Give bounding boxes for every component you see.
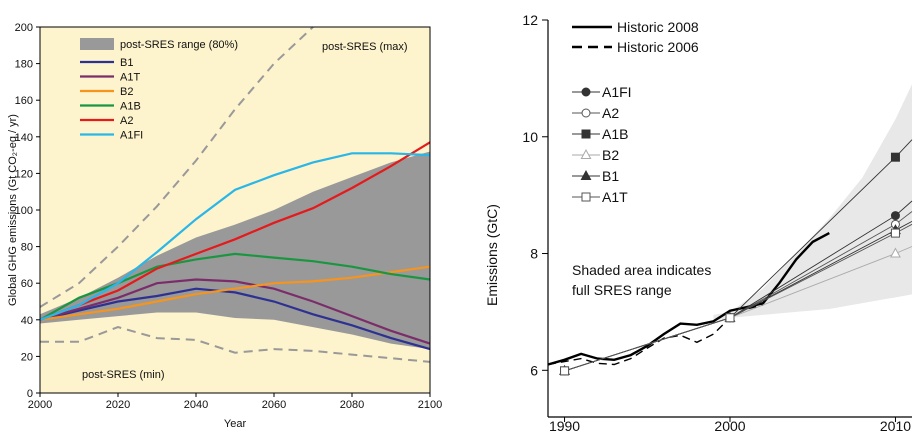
right-chart: 1990 2000 2010 6 8 10 12 Emissions (GtC) Shad… (484, 12, 913, 432)
y-tick-label: 160 (15, 95, 33, 107)
legend-label-b2: B2 (120, 86, 133, 98)
left-chart: 2000 2020 2040 2060 2080 2100 020406080100120… (7, 22, 442, 430)
series-line-a1b (39, 252, 431, 321)
legend-label-a1b: A1B (602, 126, 628, 142)
x-tick-label: 2020 (106, 399, 130, 411)
y-tick-label: 60 (21, 278, 33, 290)
legend-marker-a2 (581, 108, 591, 118)
shaded-area-note-line2: full SRES range (572, 282, 672, 298)
marker-a1b-2010 (890, 152, 900, 162)
legend-marker-b1 (580, 169, 592, 180)
series-line-b1 (39, 287, 431, 351)
legend-label-historic-2006: Historic 2006 (617, 39, 699, 55)
marker-b2-2010 (890, 247, 901, 258)
y-tick-label: 100 (15, 205, 33, 217)
y-tick-label: 6 (530, 362, 538, 378)
right-y-axis-label: Emissions (GtC) (484, 204, 500, 306)
legend-label-a1fi: A1FI (120, 130, 143, 142)
series-line-historic-2008 (547, 232, 830, 366)
series-line-post-sres-min (40, 326, 431, 363)
series-line-post-sres-max (39, 26, 314, 308)
annotation-post-sres-min: post-SRES (min) (82, 369, 165, 381)
y-tick-label: 40 (21, 315, 33, 327)
legend-label-b1: B1 (120, 57, 133, 69)
series-line-a1t (564, 223, 913, 372)
series-line-a1fi (39, 152, 431, 321)
legend-label-a1b: A1B (120, 101, 141, 113)
marker-a1t-2000 (725, 313, 735, 323)
y-tick-label: 140 (15, 132, 33, 144)
marker-a1t-2010 (890, 228, 900, 238)
x-tick-label: 1990 (549, 418, 580, 432)
x-tick-label: 2060 (262, 399, 286, 411)
y-tick-label: 200 (15, 22, 33, 34)
legend-label-a2: A2 (602, 105, 619, 121)
legend-marker-b2 (580, 148, 592, 159)
legend-marker-a1b (581, 129, 591, 139)
left-y-axis-label: Global GHG emissions (Gt CO₂-eq / yr) (7, 114, 19, 306)
x-tick-label: 2000 (28, 399, 52, 411)
legend-label-historic-2008: Historic 2008 (617, 19, 699, 35)
y-tick-label: 10 (522, 129, 538, 145)
y-tick-label: 8 (530, 246, 538, 262)
marker-a1t-1990 (560, 366, 570, 376)
y-tick-label: 12 (522, 12, 538, 28)
legend-marker-a1fi (581, 87, 591, 97)
legend-label-a2: A2 (120, 115, 133, 127)
y-tick-label: 180 (15, 59, 33, 71)
annotation-post-sres-max: post-SRES (max) (322, 41, 408, 53)
shaded-area-note-line1: Shaded area indicates (572, 262, 711, 278)
marker-a1fi-2010 (890, 211, 900, 221)
x-tick-label: 2040 (184, 399, 208, 411)
series-line-b2 (39, 265, 431, 321)
legend-label-a1t: A1T (602, 189, 628, 205)
y-tick-label: 120 (15, 168, 33, 180)
y-tick-label: 0 (27, 388, 33, 400)
x-tick-label: 2010 (880, 418, 911, 432)
sres-range-band (713, 84, 912, 321)
left-x-axis-label: Year (224, 418, 247, 430)
legend-swatch-band (80, 38, 114, 50)
left-legend: post-SRES range (80%) B1 A1T B2 A1B A2 A1FI (80, 38, 238, 142)
x-tick-label: 2100 (418, 399, 442, 411)
series-line-a1t (39, 278, 431, 345)
legend-marker-a1t (581, 192, 591, 202)
x-tick-label: 2080 (340, 399, 364, 411)
y-tick-label: 20 (21, 351, 33, 363)
legend-label-a1fi: A1FI (602, 84, 632, 100)
legend-label-a1t: A1T (120, 72, 140, 84)
legend-label-b1: B1 (602, 168, 619, 184)
series-line-a2 (39, 141, 431, 321)
legend-label-b2: B2 (602, 147, 619, 163)
x-tick-label: 2000 (714, 418, 745, 432)
legend-label-band: post-SRES range (80%) (120, 39, 238, 51)
right-legend: Historic 2008 Historic 2006 A1FI A2 A1B B2 B1 A… (572, 19, 699, 205)
y-tick-label: 80 (21, 242, 33, 254)
